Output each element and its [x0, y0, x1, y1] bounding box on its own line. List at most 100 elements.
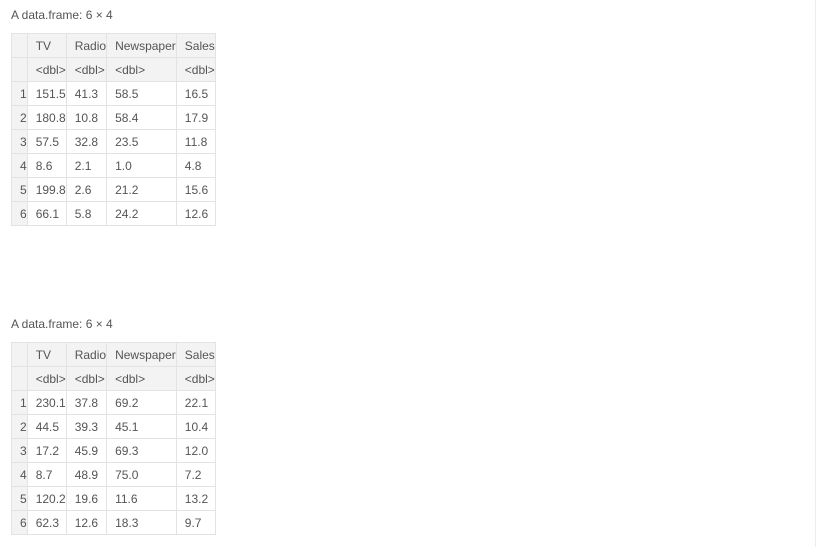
table-row: 6 66.1 5.8 24.2 12.6: [11, 201, 216, 226]
column-type: <dbl>: [175, 57, 216, 82]
cell-sales: 7.2: [175, 462, 216, 487]
cell-sales: 4.8: [175, 153, 216, 178]
row-index: 4: [11, 153, 28, 178]
cell-sales: 22.1: [175, 390, 216, 415]
column-header-tv: TV: [26, 342, 67, 367]
table-row: 4 8.7 48.9 75.0 7.2: [11, 462, 216, 487]
dataframe-caption: A data.frame: 6 × 4: [11, 8, 113, 22]
cell-sales: 12.0: [175, 438, 216, 463]
table-row: 5 120.2 19.6 11.6 13.2: [11, 486, 216, 511]
column-type: <dbl>: [106, 366, 177, 391]
cell-newspaper: 58.4: [106, 105, 177, 130]
cell-newspaper: 23.5: [106, 129, 177, 154]
table-row: 3 57.5 32.8 23.5 11.8: [11, 129, 216, 154]
row-index: 6: [11, 201, 28, 226]
column-type: <dbl>: [106, 57, 177, 82]
index-type: [11, 57, 28, 82]
cell-tv: 8.7: [26, 462, 67, 487]
table-row: 6 62.3 12.6 18.3 9.7: [11, 510, 216, 535]
cell-radio: 2.6: [65, 177, 108, 202]
cell-radio: 5.8: [65, 201, 108, 226]
column-header-newspaper: Newspaper: [106, 33, 177, 58]
cell-tv: 57.5: [26, 129, 67, 154]
table-row: 3 17.2 45.9 69.3 12.0: [11, 438, 216, 463]
cell-newspaper: 21.2: [106, 177, 177, 202]
row-index: 1: [11, 390, 28, 415]
cell-newspaper: 1.0: [106, 153, 177, 178]
column-type: <dbl>: [26, 366, 67, 391]
cell-radio: 12.6: [65, 510, 108, 535]
dataframe-output: A data.frame: 6 × 4 TV Radio Newspaper S…: [11, 8, 216, 226]
cell-sales: 17.9: [175, 105, 216, 130]
row-index: 1: [11, 81, 28, 106]
column-header-radio: Radio: [65, 33, 108, 58]
dataframe-output: A data.frame: 6 × 4 TV Radio Newspaper S…: [11, 317, 216, 535]
column-header-sales: Sales: [175, 33, 216, 58]
cell-radio: 10.8: [65, 105, 108, 130]
row-index: 4: [11, 462, 28, 487]
output-panel-divider: [815, 0, 816, 547]
cell-tv: 62.3: [26, 510, 67, 535]
column-type-row: <dbl> <dbl> <dbl> <dbl>: [11, 57, 216, 82]
table-row: 2 44.5 39.3 45.1 10.4: [11, 414, 216, 439]
cell-tv: 66.1: [26, 201, 67, 226]
cell-newspaper: 75.0: [106, 462, 177, 487]
row-index: 2: [11, 105, 28, 130]
column-type-row: <dbl> <dbl> <dbl> <dbl>: [11, 366, 216, 391]
cell-newspaper: 24.2: [106, 201, 177, 226]
cell-newspaper: 11.6: [106, 486, 177, 511]
column-header-row: TV Radio Newspaper Sales: [11, 342, 216, 367]
column-header-row: TV Radio Newspaper Sales: [11, 33, 216, 58]
column-type: <dbl>: [65, 366, 108, 391]
table-row: 4 8.6 2.1 1.0 4.8: [11, 153, 216, 178]
table-row: 1 230.1 37.8 69.2 22.1: [11, 390, 216, 415]
dataframe-table: TV Radio Newspaper Sales <dbl> <dbl> <db…: [11, 342, 216, 535]
index-header: [11, 342, 28, 367]
column-type: <dbl>: [26, 57, 67, 82]
row-index: 6: [11, 510, 28, 535]
cell-newspaper: 58.5: [106, 81, 177, 106]
cell-sales: 11.8: [175, 129, 216, 154]
cell-radio: 32.8: [65, 129, 108, 154]
cell-radio: 19.6: [65, 486, 108, 511]
column-header-radio: Radio: [65, 342, 108, 367]
index-type: [11, 366, 28, 391]
cell-newspaper: 45.1: [106, 414, 177, 439]
cell-radio: 41.3: [65, 81, 108, 106]
cell-tv: 120.2: [26, 486, 67, 511]
table-row: 2 180.8 10.8 58.4 17.9: [11, 105, 216, 130]
cell-sales: 9.7: [175, 510, 216, 535]
cell-radio: 45.9: [65, 438, 108, 463]
cell-radio: 39.3: [65, 414, 108, 439]
cell-radio: 2.1: [65, 153, 108, 178]
cell-sales: 12.6: [175, 201, 216, 226]
cell-sales: 16.5: [175, 81, 216, 106]
cell-radio: 37.8: [65, 390, 108, 415]
row-index: 3: [11, 438, 28, 463]
cell-sales: 13.2: [175, 486, 216, 511]
cell-newspaper: 18.3: [106, 510, 177, 535]
cell-tv: 8.6: [26, 153, 67, 178]
cell-sales: 10.4: [175, 414, 216, 439]
column-type: <dbl>: [65, 57, 108, 82]
column-header-tv: TV: [26, 33, 67, 58]
cell-tv: 151.5: [26, 81, 67, 106]
row-index: 3: [11, 129, 28, 154]
cell-newspaper: 69.3: [106, 438, 177, 463]
column-header-sales: Sales: [175, 342, 216, 367]
column-type: <dbl>: [175, 366, 216, 391]
cell-tv: 230.1: [26, 390, 67, 415]
row-index: 2: [11, 414, 28, 439]
table-row: 1 151.5 41.3 58.5 16.5: [11, 81, 216, 106]
cell-tv: 44.5: [26, 414, 67, 439]
table-row: 5 199.8 2.6 21.2 15.6: [11, 177, 216, 202]
cell-tv: 17.2: [26, 438, 67, 463]
dataframe-table: TV Radio Newspaper Sales <dbl> <dbl> <db…: [11, 33, 216, 226]
cell-sales: 15.6: [175, 177, 216, 202]
cell-radio: 48.9: [65, 462, 108, 487]
cell-newspaper: 69.2: [106, 390, 177, 415]
row-index: 5: [11, 177, 28, 202]
dataframe-caption: A data.frame: 6 × 4: [11, 317, 113, 331]
row-index: 5: [11, 486, 28, 511]
cell-tv: 180.8: [26, 105, 67, 130]
